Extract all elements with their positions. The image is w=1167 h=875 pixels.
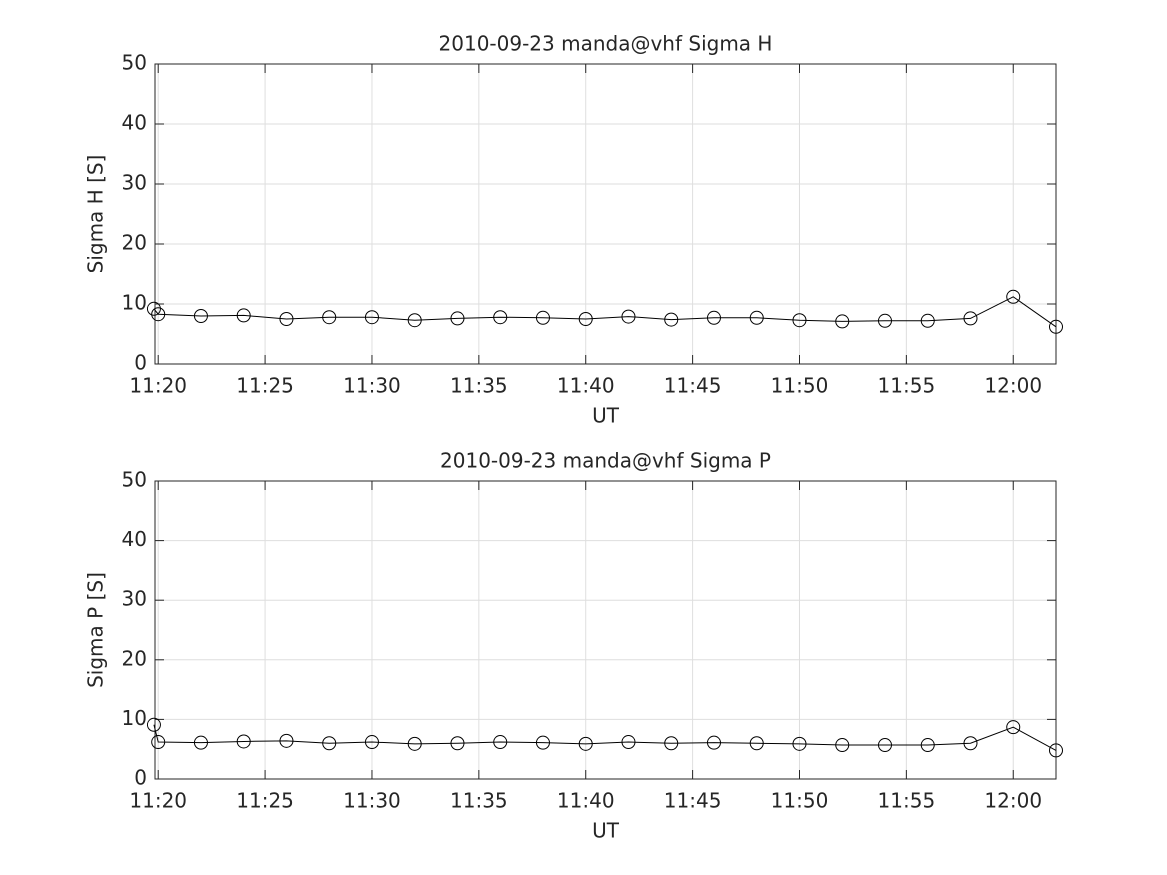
data-point xyxy=(193,735,208,750)
data-point xyxy=(279,733,294,748)
data-point xyxy=(236,734,251,749)
x-tick-label: 11:25 xyxy=(236,374,294,398)
subplot: 11:20 11:25 11:30 11:35 11:40 11:45 11:50 11:55… xyxy=(84,32,1063,428)
data-point xyxy=(792,313,807,328)
series xyxy=(147,289,1063,334)
y-tick-label: 40 xyxy=(122,527,147,551)
x-tick-label: 11:45 xyxy=(664,789,722,813)
data-point xyxy=(920,313,935,328)
x-tick-label: 11:50 xyxy=(771,374,829,398)
data-point xyxy=(450,736,465,751)
data-point xyxy=(193,309,208,323)
y-tick-label: 10 xyxy=(122,706,147,730)
data-point xyxy=(1049,319,1063,334)
data-point xyxy=(706,310,721,325)
x-axis-label: UT xyxy=(592,404,620,428)
y-tick-label: 0 xyxy=(134,351,147,375)
data-point xyxy=(749,736,764,751)
x-tick-label: 11:55 xyxy=(878,374,936,398)
data-point xyxy=(151,307,166,322)
y-tick-label: 30 xyxy=(122,587,147,611)
data-point xyxy=(151,735,166,750)
data-line xyxy=(153,724,1057,751)
data-point xyxy=(493,310,508,325)
x-tick-label: 11:40 xyxy=(557,374,615,398)
y-tick-label: 20 xyxy=(122,646,147,670)
data-point xyxy=(877,313,892,328)
x-tick-label: 11:40 xyxy=(557,789,615,813)
data-point xyxy=(322,736,337,751)
data-point xyxy=(963,311,978,326)
data-point xyxy=(792,736,807,751)
data-point xyxy=(147,301,161,316)
data-point xyxy=(147,717,161,732)
data-point xyxy=(322,310,337,325)
y-tick-label: 50 xyxy=(122,51,147,75)
data-point xyxy=(364,735,379,750)
data-point xyxy=(450,311,465,326)
data-point xyxy=(1006,289,1021,304)
data-point xyxy=(407,313,422,328)
y-axis-label: Sigma H [S] xyxy=(84,155,108,274)
data-point xyxy=(877,738,892,753)
x-tick-label: 11:20 xyxy=(129,789,187,813)
x-tick-label: 11:35 xyxy=(450,374,508,398)
axes-frame xyxy=(154,63,1057,365)
data-point xyxy=(835,314,850,329)
chart-title: 2010-09-23 manda@vhf Sigma P xyxy=(440,449,771,473)
x-tick-label: 11:20 xyxy=(129,374,187,398)
x-tick-label: 11:45 xyxy=(664,374,722,398)
x-tick-label: 11:50 xyxy=(771,789,829,813)
data-point xyxy=(963,736,978,751)
y-tick-label: 50 xyxy=(122,468,147,492)
y-tick-label: 40 xyxy=(122,111,147,135)
data-point xyxy=(578,312,593,326)
data-point xyxy=(664,312,679,327)
data-point xyxy=(920,738,935,753)
x-tick-label: 11:35 xyxy=(450,789,508,813)
x-tick-label: 11:30 xyxy=(343,789,401,813)
data-point xyxy=(706,735,721,750)
axes-frame xyxy=(154,480,1057,780)
data-point xyxy=(1049,743,1063,758)
x-tick-label: 12:00 xyxy=(984,374,1042,398)
subplot: 11:20 11:25 11:30 11:35 11:40 11:45 11:50 11:55… xyxy=(84,449,1063,843)
data-point xyxy=(364,310,379,325)
data-point xyxy=(493,735,508,750)
chart-title: 2010-09-23 manda@vhf Sigma H xyxy=(439,32,773,56)
data-point xyxy=(621,735,636,750)
data-point xyxy=(535,735,550,750)
y-tick-label: 20 xyxy=(122,231,147,255)
x-tick-label: 11:30 xyxy=(343,374,401,398)
y-tick-label: 30 xyxy=(122,171,147,195)
y-tick-label: 10 xyxy=(122,291,147,315)
data-point xyxy=(407,736,422,751)
x-tick-label: 11:55 xyxy=(878,789,936,813)
data-line xyxy=(153,296,1057,328)
data-point xyxy=(835,738,850,753)
x-tick-label: 12:00 xyxy=(984,789,1042,813)
data-point xyxy=(1006,720,1021,735)
data-point xyxy=(236,308,251,323)
x-tick-label: 11:25 xyxy=(236,789,294,813)
plot-area xyxy=(155,481,1056,779)
data-point xyxy=(664,736,679,751)
data-point xyxy=(621,309,636,324)
data-point xyxy=(749,310,764,325)
data-point xyxy=(578,736,593,751)
y-axis-label: Sigma P [S] xyxy=(84,572,108,688)
plot-area xyxy=(155,64,1056,364)
x-axis-label: UT xyxy=(592,819,620,843)
data-point xyxy=(279,312,294,326)
data-point xyxy=(535,310,550,325)
series xyxy=(147,717,1063,758)
y-tick-label: 0 xyxy=(134,766,147,790)
